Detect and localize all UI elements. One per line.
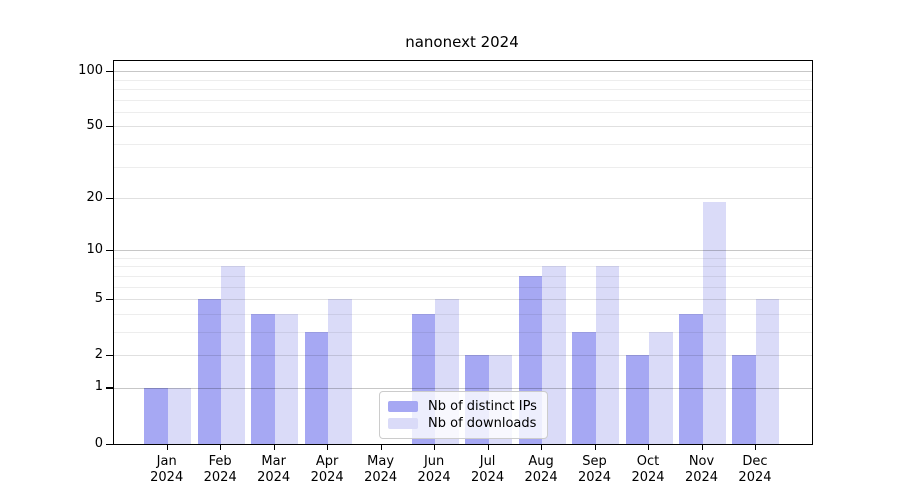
minor-gridline-40 (114, 143, 812, 145)
bar-ips-mar (251, 313, 275, 444)
minor-gridline-7 (114, 275, 812, 277)
legend: Nb of distinct IPs Nb of downloads (379, 391, 548, 439)
y-tick-label-5: 5 (94, 290, 103, 306)
plot-area: Nb of distinct IPs Nb of downloads (113, 60, 813, 445)
y-tick-mark-100 (106, 70, 113, 72)
y-tick-label-20: 20 (86, 189, 103, 205)
legend-label-downloads: Nb of downloads (428, 416, 537, 431)
bar-downloads-mar (274, 313, 299, 444)
bar-downloads-jan (167, 388, 192, 444)
legend-row-downloads: Nb of downloads (388, 415, 537, 432)
x-tick-mark-may (380, 444, 382, 450)
major-gridline-1 (114, 387, 812, 389)
x-tick-label-jun: Jun 2024 (417, 453, 451, 485)
x-tick-label-oct: Oct 2024 (631, 453, 665, 485)
major-gridline-100 (114, 71, 812, 73)
bar-ips-nov (679, 313, 703, 444)
bar-downloads-oct (649, 332, 673, 444)
y-tick-label-2: 2 (94, 346, 103, 362)
x-tick-mark-jul (487, 444, 489, 450)
x-tick-mark-jun (434, 444, 436, 450)
bar-downloads-apr (328, 299, 352, 444)
x-tick-mark-oct (648, 444, 650, 450)
major-gridline-10 (114, 250, 812, 252)
x-tick-mark-dec (754, 444, 757, 450)
minor-gridline-60 (114, 111, 812, 113)
x-tick-mark-sep (594, 444, 596, 450)
x-tick-label-aug: Aug 2024 (524, 453, 558, 485)
minor-gridline-3 (114, 331, 812, 333)
bar-ips-jan (144, 388, 168, 444)
bar-ips-apr (304, 332, 329, 444)
legend-row-distinct-ips: Nb of distinct IPs (388, 398, 537, 415)
major-gridline-20 (114, 198, 812, 199)
bar-downloads-nov (702, 201, 726, 444)
y-tick-label-0: 0 (94, 435, 103, 451)
minor-gridline-70 (114, 99, 812, 101)
y-tick-label-10: 10 (86, 241, 103, 257)
y-tick-label-100: 100 (78, 62, 103, 78)
y-tick-label-1: 1 (94, 379, 103, 395)
y-tick-mark-0 (106, 443, 113, 445)
x-tick-mark-feb (220, 444, 222, 450)
y-tick-mark-1 (106, 387, 113, 389)
gridlines-layer (114, 61, 812, 444)
x-tick-label-feb: Feb 2024 (203, 453, 237, 485)
x-tick-mark-jan (166, 444, 168, 450)
x-tick-mark-aug (541, 444, 543, 450)
bar-ips-sep (572, 332, 596, 444)
x-tick-label-mar: Mar 2024 (257, 453, 291, 485)
legend-label-distinct-ips: Nb of distinct IPs (428, 399, 537, 414)
x-tick-label-jul: Jul 2024 (471, 453, 505, 485)
bar-ips-oct (625, 355, 650, 444)
minor-gridline-30 (114, 166, 812, 168)
x-tick-mark-apr (327, 444, 329, 450)
x-tick-label-sep: Sep 2024 (577, 453, 612, 485)
legend-swatch-distinct-ips (388, 401, 418, 412)
x-tick-label-apr: Apr 2024 (310, 453, 344, 485)
x-tick-label-nov: Nov 2024 (684, 453, 719, 485)
y-tick-mark-20 (106, 197, 113, 199)
x-tick-label-jan: Jan 2024 (150, 453, 184, 485)
minor-gridline-80 (114, 88, 812, 90)
bar-ips-dec (732, 355, 756, 444)
minor-gridline-8 (114, 266, 812, 268)
legend-swatch-downloads (388, 418, 418, 429)
major-gridline-5 (114, 299, 812, 301)
chart-title: nanonext 2024 (405, 33, 519, 51)
bar-downloads-feb (221, 266, 245, 444)
y-tick-mark-5 (106, 298, 113, 301)
bars-layer (114, 61, 812, 444)
major-gridline-2 (114, 355, 812, 357)
x-tick-mark-mar (273, 444, 275, 450)
bar-downloads-dec (755, 299, 780, 444)
minor-gridline-4 (114, 313, 812, 315)
bar-ips-feb (197, 299, 222, 444)
minor-gridline-9 (114, 257, 812, 259)
y-tick-mark-10 (106, 249, 113, 252)
minor-gridline-6 (114, 286, 812, 288)
y-tick-mark-2 (106, 354, 113, 357)
x-tick-mark-nov (701, 444, 703, 450)
y-tick-mark-50 (106, 125, 113, 128)
x-tick-label-may: May 2024 (364, 453, 398, 485)
x-tick-label-dec: Dec 2024 (738, 453, 772, 485)
major-gridline-50 (114, 126, 812, 128)
minor-gridline-90 (114, 79, 812, 81)
y-tick-label-50: 50 (86, 117, 103, 133)
bar-downloads-sep (595, 266, 620, 444)
